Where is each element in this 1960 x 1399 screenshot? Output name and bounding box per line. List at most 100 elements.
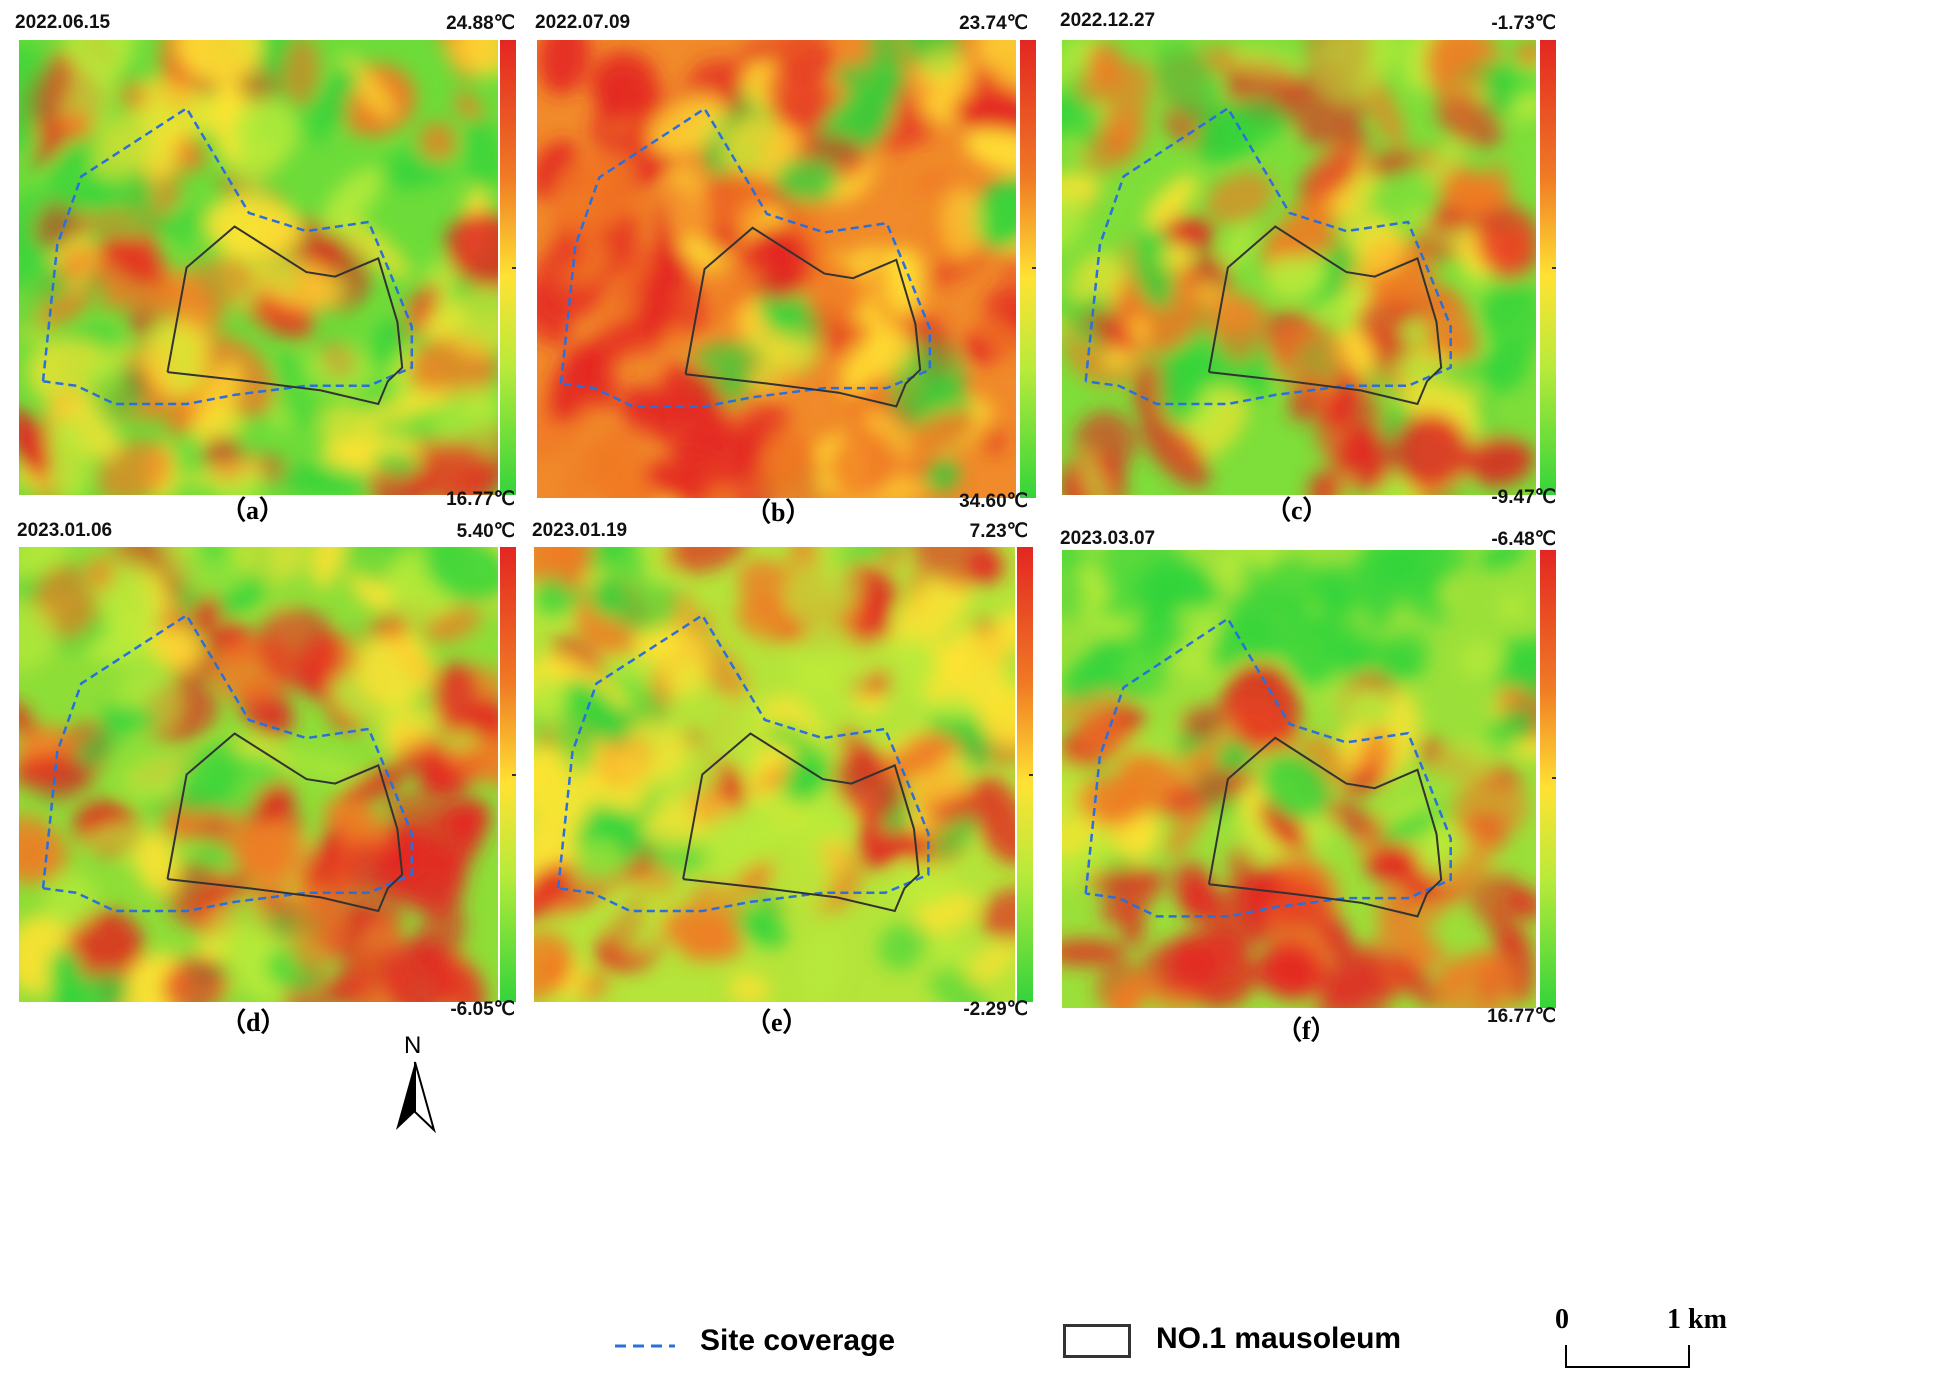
heat-blob — [372, 451, 421, 478]
heat-blob — [1180, 705, 1227, 740]
heat-blob — [663, 547, 748, 573]
heat-blob — [647, 94, 728, 155]
heat-blob — [884, 863, 959, 908]
heat-blob — [1259, 752, 1331, 821]
site-coverage-outline — [1084, 106, 1452, 406]
mausoleum-outline — [1207, 225, 1443, 406]
heat-blob — [420, 441, 498, 495]
heat-blob — [1261, 230, 1342, 259]
heat-blob — [947, 628, 1006, 709]
colorbar — [1020, 40, 1036, 498]
heat-blob — [303, 825, 345, 895]
heat-blob — [19, 827, 70, 884]
heat-blob — [1451, 775, 1528, 843]
heat-blob — [1476, 204, 1536, 280]
heatmap-svg — [19, 40, 498, 495]
heat-blob — [733, 861, 774, 898]
heat-blob — [252, 258, 343, 311]
scale-bar-line — [1565, 1345, 1690, 1368]
heat-blob — [661, 907, 744, 961]
heat-blob — [97, 706, 158, 730]
heat-blob — [1462, 435, 1535, 487]
heat-blob — [1259, 800, 1306, 850]
mausoleum-outline — [166, 225, 404, 406]
heat-blob — [1257, 557, 1323, 615]
heatmap-svg — [1062, 40, 1536, 495]
heat-blob — [1062, 571, 1087, 621]
heat-blob — [1421, 285, 1476, 361]
heat-blob — [1428, 206, 1465, 234]
heat-blob — [79, 823, 149, 850]
panel-label: （c） — [1265, 496, 1329, 525]
heat-blob — [96, 439, 172, 495]
heat-blob — [143, 320, 210, 398]
colorbar-min-label: 16.77℃ — [1487, 1006, 1556, 1027]
heat-blob — [337, 950, 396, 995]
colorbar-min-label: -2.29℃ — [963, 999, 1028, 1020]
heat-blob — [337, 216, 411, 279]
heat-blob — [1314, 961, 1391, 1008]
lst-map-f — [1062, 550, 1536, 1008]
heat-blob — [1277, 879, 1330, 932]
heat-blob — [1100, 632, 1168, 700]
colorbar-tick — [1029, 774, 1033, 776]
heat-blob — [616, 581, 681, 634]
panel-date: 2023.03.07 — [1060, 528, 1156, 549]
heat-blob — [1078, 450, 1111, 495]
heat-blob — [599, 466, 660, 498]
heat-blob — [737, 915, 789, 947]
heat-blob — [19, 113, 38, 152]
heat-blob — [19, 547, 68, 576]
heat-blob — [432, 663, 480, 732]
heat-blob — [1468, 869, 1523, 924]
heatmap-texture — [1062, 550, 1536, 1008]
heat-blob — [707, 170, 772, 231]
colorbar-tick — [1032, 267, 1036, 269]
scale-bar: 0 1 km — [1555, 1300, 1755, 1380]
heatmap-svg — [1062, 550, 1536, 1008]
heat-blob — [1076, 65, 1119, 105]
heat-blob — [976, 40, 1016, 90]
heat-blob — [1365, 843, 1420, 883]
heat-blob — [1082, 113, 1148, 174]
heat-blob — [357, 635, 434, 707]
heat-blob — [810, 46, 836, 78]
heat-blob — [829, 547, 917, 565]
heat-blob — [728, 972, 770, 1002]
heat-blob — [310, 547, 347, 588]
heat-blob — [760, 430, 822, 498]
panel-a: 2022.06.15 24.88℃ 16.77℃ （a） — [15, 10, 520, 525]
lst-map-b — [537, 40, 1016, 498]
heat-blob — [926, 715, 990, 745]
mausoleum-outline — [166, 732, 404, 913]
heat-blob — [103, 233, 164, 286]
heat-blob — [60, 112, 92, 141]
heat-blob — [537, 279, 571, 347]
heat-blob — [801, 796, 850, 841]
heatmap-texture — [1062, 40, 1536, 495]
heat-blob — [128, 305, 156, 339]
heat-blob — [150, 627, 201, 671]
heat-blob — [1062, 688, 1135, 724]
heat-blob — [277, 464, 372, 495]
heat-blob — [1497, 591, 1528, 623]
colorbar-max-label: 24.88℃ — [446, 13, 515, 34]
lst-map-c — [1062, 40, 1536, 495]
heat-blob — [285, 750, 377, 787]
heat-blob — [929, 965, 990, 1002]
heat-blob — [1365, 152, 1416, 175]
heatmap-svg — [19, 547, 498, 1002]
heat-blob — [1132, 221, 1176, 311]
heat-blob — [1435, 741, 1495, 784]
heat-blob — [1439, 175, 1512, 219]
heat-blob — [1268, 320, 1349, 392]
panel-label: （a） — [220, 496, 286, 525]
heat-blob — [1436, 961, 1472, 998]
heat-blob — [828, 430, 897, 498]
heat-blob — [884, 636, 938, 695]
heat-blob — [589, 576, 628, 618]
heat-blob — [170, 256, 255, 313]
panel-label: （f） — [1276, 1016, 1337, 1045]
heat-blob — [1260, 938, 1324, 1001]
heat-blob — [784, 757, 827, 804]
